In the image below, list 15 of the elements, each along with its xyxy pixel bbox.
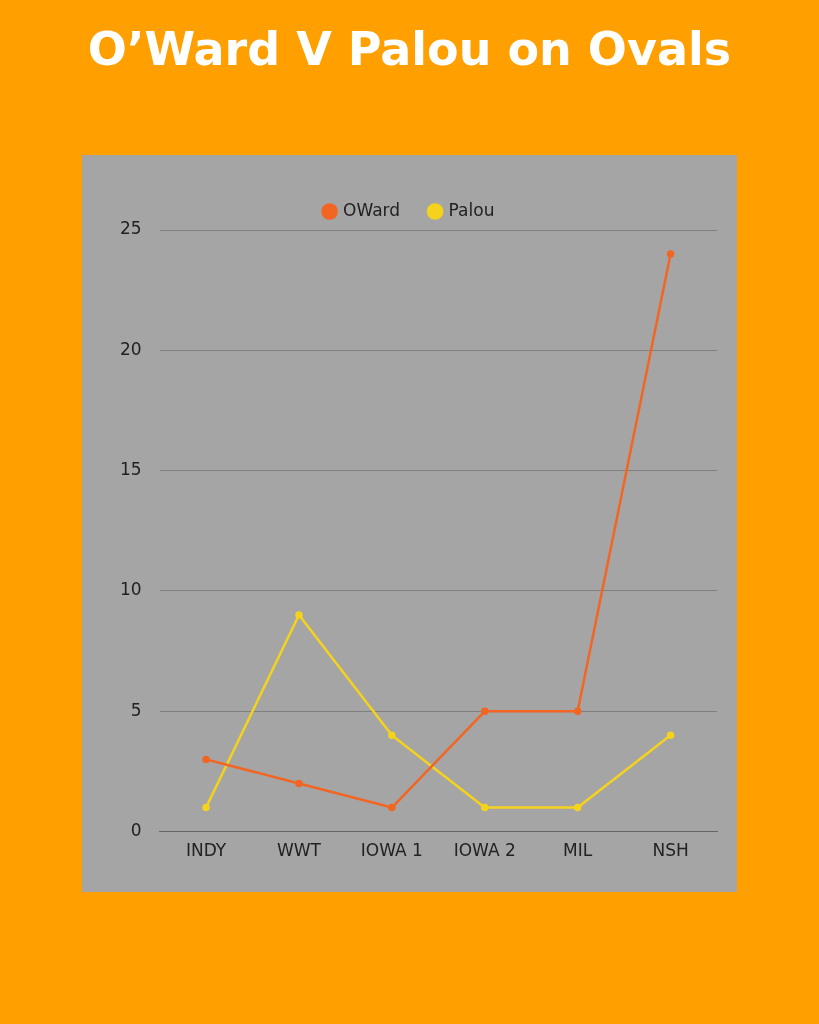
y-tick-label: 20: [119, 338, 142, 359]
y-tick-label: 0: [130, 820, 142, 841]
x-tick-label: INDY: [185, 840, 227, 861]
x-tick-label: WWT: [276, 840, 322, 861]
y-tick-label: 5: [130, 699, 142, 720]
y-tick-label: 15: [119, 459, 142, 480]
y-tick-label: 25: [119, 218, 142, 239]
legend-label: Palou: [448, 199, 495, 220]
x-tick-label: NSH: [652, 840, 689, 861]
chart-title: O’Ward V Palou on Ovals: [86, 22, 733, 76]
x-tick-label: IOWA 1: [360, 840, 423, 861]
x-tick-label: MIL: [563, 840, 593, 861]
y-tick-label: 10: [119, 579, 142, 600]
legend-label: OWard: [343, 199, 401, 220]
x-tick-label: IOWA 2: [453, 840, 516, 861]
